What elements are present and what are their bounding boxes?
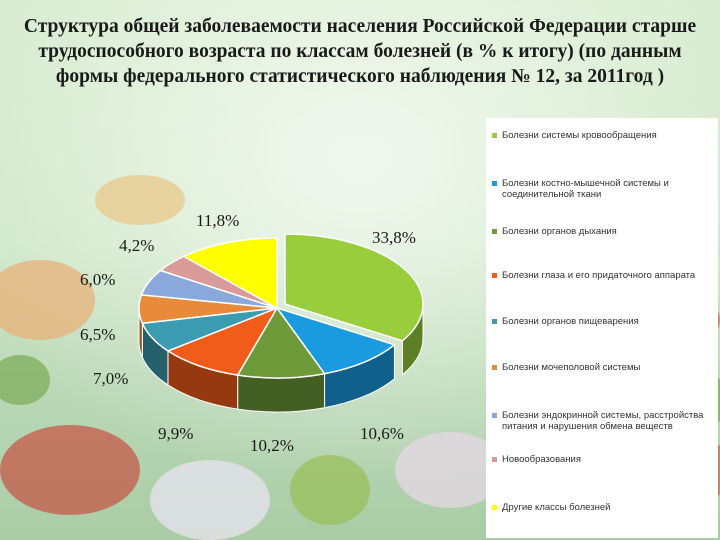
legend-swatch-6 <box>492 365 497 370</box>
legend: Болезни системы кровообращения Болезни ко… <box>486 118 718 538</box>
data-label-2: 10,6% <box>360 424 404 443</box>
data-label-4: 9,9% <box>158 424 194 443</box>
legend-swatch-7 <box>492 413 497 418</box>
legend-swatch-8 <box>492 457 497 462</box>
data-label-1: 33,8% <box>372 228 416 247</box>
pie-side-3 <box>237 373 326 413</box>
data-label-6: 6,5% <box>80 325 116 344</box>
pie-tops <box>138 233 424 379</box>
data-label-8: 4,2% <box>119 236 155 255</box>
data-label-3: 10,2% <box>250 436 294 455</box>
legend-label-4: Болезни глаза и его придаточного аппарат… <box>502 270 696 281</box>
data-label-9: 11,8% <box>196 211 240 230</box>
legend-label-3: Болезни органов дыхания <box>502 226 617 237</box>
legend-swatch-3 <box>492 229 497 234</box>
data-label-5: 7,0% <box>93 369 129 388</box>
legend-label-6: Болезни мочеполовой системы <box>502 362 641 373</box>
pie-slice-2 <box>275 306 396 375</box>
legend-swatch-5 <box>492 319 497 324</box>
chart-title: Структура общей заболеваемости населения… <box>23 16 697 87</box>
legend-swatch-4 <box>492 273 497 278</box>
pie-slice-4 <box>166 306 279 376</box>
legend-label-8: Новообразования <box>502 454 582 465</box>
pie-slice-9 <box>182 237 278 310</box>
legend-label-5: Болезни органов пищеварения <box>502 316 639 327</box>
data-label-7: 6,0% <box>80 270 116 289</box>
legend-label-7: Болезни эндокринной системы, расстройств… <box>502 410 704 432</box>
pie-slice-1 <box>284 233 424 342</box>
legend-label-9: Другие классы болезней <box>502 502 611 513</box>
legend-label-1: Болезни системы кровообращения <box>502 130 657 141</box>
legend-label-2: Болезни костно-мышечной системы и соедин… <box>502 178 669 200</box>
pie-slice-3 <box>236 306 326 379</box>
legend-swatch-2 <box>492 181 497 186</box>
legend-swatch-9 <box>492 505 497 510</box>
legend-swatch-1 <box>492 133 497 138</box>
